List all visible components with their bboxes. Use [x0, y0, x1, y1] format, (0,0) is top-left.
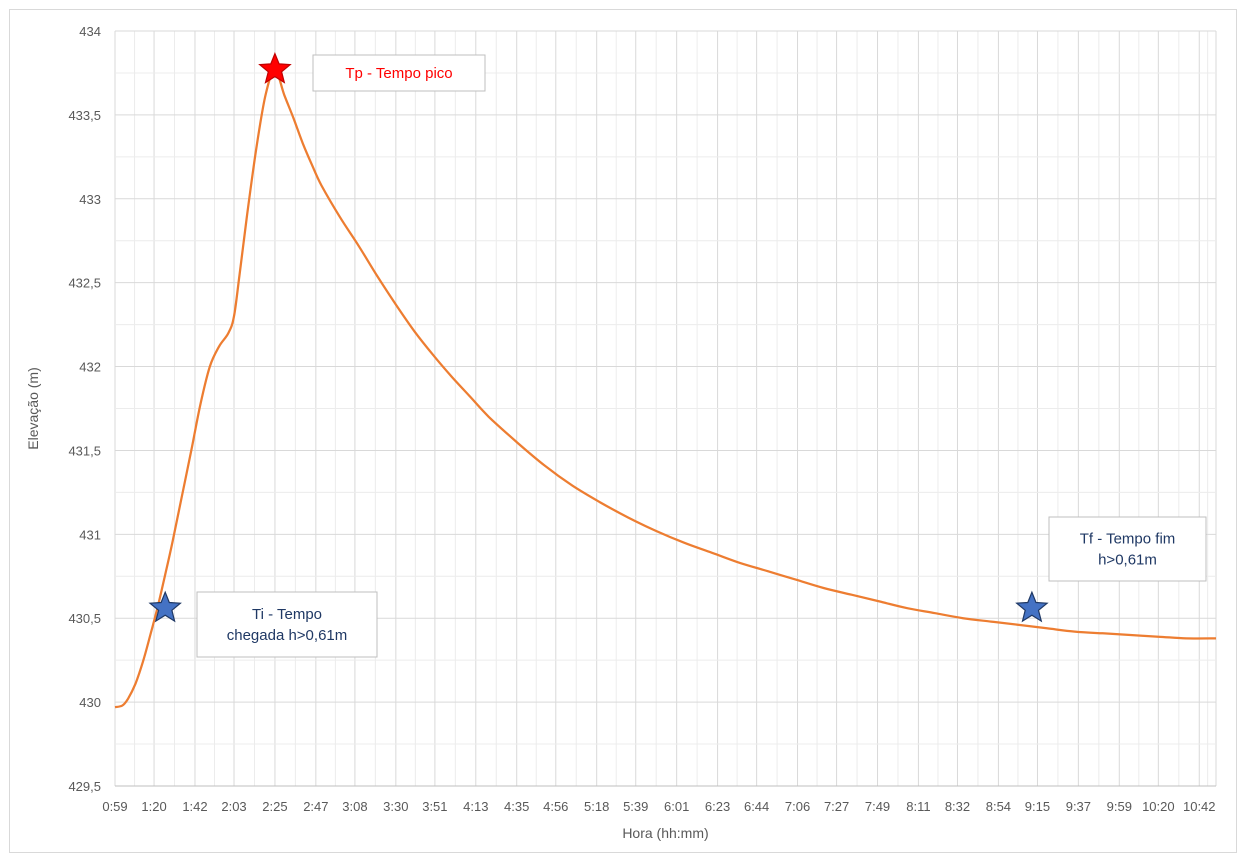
x-tick-label: 9:59: [1107, 799, 1132, 814]
ti-annotation: Ti - Tempo chegada h>0,61m: [196, 591, 378, 658]
ti-annotation-box: [196, 591, 378, 658]
y-tick-label: 429,5: [68, 779, 101, 794]
x-tick-label: 10:20: [1142, 799, 1175, 814]
tp-annotation-text: Tp - Tempo pico: [345, 65, 452, 82]
x-tick-label: 10:42: [1183, 799, 1216, 814]
tp-star-marker: [258, 51, 292, 84]
tp-annotation-box: [312, 54, 486, 92]
chart-frame: [9, 9, 1237, 853]
y-tick-label: 433: [79, 192, 101, 207]
elevation-series-line: [114, 68, 1217, 709]
tp-annotation: Tp - Tempo pico: [312, 54, 486, 92]
y-tick-label: 433,5: [68, 108, 101, 123]
x-tick-label: 8:32: [945, 799, 970, 814]
x-tick-label: 4:56: [543, 799, 568, 814]
x-tick-label: 1:42: [182, 799, 207, 814]
x-tick-label: 7:27: [824, 799, 849, 814]
x-tick-label: 7:49: [865, 799, 890, 814]
x-tick-label: 3:08: [342, 799, 367, 814]
ti-annotation-text: Ti - Tempo: [252, 606, 322, 623]
x-tick-label: 8:11: [906, 799, 930, 814]
x-tick-label: 4:35: [504, 799, 529, 814]
y-tick-label: 432,5: [68, 276, 101, 291]
tf-annotation: Tf - Tempo fim h>0,61m: [1048, 516, 1207, 582]
y-tick-label: 434: [79, 24, 101, 39]
y-axis-label: Elevação (m): [25, 367, 41, 449]
x-tick-label: 6:44: [744, 799, 769, 814]
y-tick-label: 430,5: [68, 611, 101, 626]
x-tick-label: 4:13: [463, 799, 488, 814]
x-tick-labels: 0:59 1:20 1:42 2:03 2:25 2:47 3:08 3:30 3:51 4:13…: [102, 799, 1215, 814]
x-axis-label: Hora (hh:mm): [622, 825, 708, 841]
x-tick-label: 9:37: [1066, 799, 1091, 814]
y-tick-labels: 429,5 430 430,5 431 431,5 432 432,5 433 433,5 434: [68, 24, 101, 794]
y-tick-label: 432: [79, 360, 101, 375]
tf-annotation-text: h>0,61m: [1098, 552, 1157, 569]
ti-annotation-text: chegada h>0,61m: [227, 627, 348, 644]
x-tick-label: 6:01: [664, 799, 689, 814]
y-tick-label: 431,5: [68, 443, 101, 458]
x-tick-label: 3:51: [422, 799, 447, 814]
tf-annotation-box: [1048, 516, 1207, 582]
x-tick-label: 5:18: [584, 799, 609, 814]
x-tick-label: 5:39: [623, 799, 648, 814]
tf-star-marker: [1015, 590, 1049, 623]
x-tick-label: 0:59: [102, 799, 127, 814]
x-tick-label: 3:30: [383, 799, 408, 814]
x-tick-label: 8:54: [986, 799, 1011, 814]
series-lines: [114, 68, 1217, 709]
x-tick-label: 7:06: [785, 799, 810, 814]
x-tick-label: 6:23: [705, 799, 730, 814]
x-tick-label: 9:15: [1025, 799, 1050, 814]
ti-star-marker: [148, 590, 182, 623]
annotations: Tp - Tempo pico Ti - Tempo chegada h>0,61m…: [196, 54, 1207, 658]
y-tick-label: 430: [79, 695, 101, 710]
x-tick-label: 1:20: [141, 799, 166, 814]
event-markers: [148, 51, 1049, 623]
x-tick-label: 2:25: [262, 799, 287, 814]
grid-lines: [114, 30, 1217, 787]
x-tick-label: 2:03: [221, 799, 246, 814]
x-tick-label: 2:47: [303, 799, 328, 814]
y-tick-label: 431: [79, 527, 101, 542]
tf-annotation-text: Tf - Tempo fim: [1080, 531, 1176, 548]
